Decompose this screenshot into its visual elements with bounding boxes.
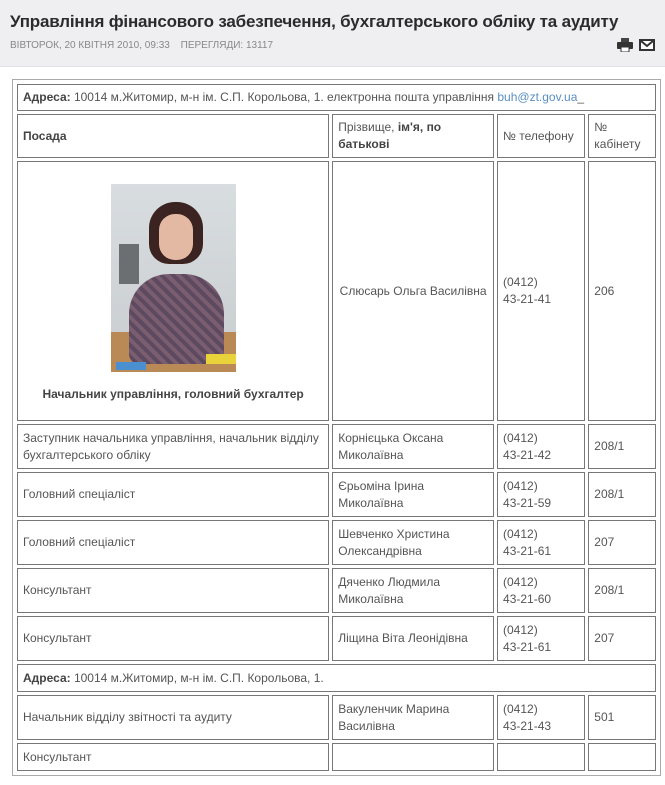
header-phone: № телефону: [497, 114, 586, 158]
phone-cell: (0412) 43-21-43: [497, 695, 586, 740]
header-position: Посада: [17, 114, 330, 158]
phone-cell: (0412) 43-21-59: [497, 472, 586, 517]
table-row: Головний спеціаліст Єрьоміна Ірина Микола…: [17, 472, 656, 517]
boss-phone: (0412) 43-21-41: [497, 161, 586, 421]
position-cell: Головний спеціаліст: [17, 520, 330, 565]
phone-cell: (0412) 43-21-60: [497, 568, 586, 613]
room-cell: 208/1: [588, 472, 656, 517]
table-row: Консультант: [17, 743, 656, 771]
position-cell: Консультант: [17, 568, 330, 613]
name-cell: Вакуленчик Марина Василівна: [332, 695, 495, 740]
article-meta: Вівторок, 20 квітня 2010, 09:33 Перегляд…: [10, 40, 281, 51]
table-row: Консультант Ліщина Віта Леонідівна (0412) 4…: [17, 616, 656, 661]
phone-cell: [497, 743, 586, 771]
address-row-2: Адреса: 10014 м.Житомир, м-н ім. С.П. Ко…: [17, 664, 656, 692]
email-icon[interactable]: [639, 38, 655, 52]
portrait-photo: [110, 183, 236, 372]
name-cell: Шевченко Христина Олександрівна: [332, 520, 495, 565]
boss-name: Слюсарь Ольга Василівна: [332, 161, 495, 421]
room-cell: 207: [588, 520, 656, 565]
phone-cell: (0412) 43-21-42: [497, 424, 586, 469]
table-row: Начальник відділу звітності та аудиту Вак…: [17, 695, 656, 740]
address-row: Адреса: 10014 м.Житомир, м-н ім. С.П. Ко…: [17, 84, 656, 111]
publish-date: Вівторок, 20 квітня 2010, 09:33: [10, 40, 170, 51]
print-icon[interactable]: [617, 38, 633, 52]
position-cell: Консультант: [17, 743, 330, 771]
name-cell: Корнієцька Оксана Миколаївна: [332, 424, 495, 469]
boss-position: Начальник управління, головний бухгалтер: [42, 386, 304, 401]
article-header: Управління фінансового забезпечення, бух…: [0, 0, 665, 67]
room-cell: [588, 743, 656, 771]
header-room: № кабінету: [588, 114, 656, 158]
room-cell: 207: [588, 616, 656, 661]
room-cell: 208/1: [588, 424, 656, 469]
email-link[interactable]: buh@zt.gov.ua: [497, 90, 578, 104]
page-title: Управління фінансового забезпечення, бух…: [10, 12, 619, 31]
position-cell: Начальник відділу звітності та аудиту: [17, 695, 330, 740]
table-row: Консультант Дяченко Людмила Миколаївна (04…: [17, 568, 656, 613]
name-cell: Ліщина Віта Леонідівна: [332, 616, 495, 661]
position-cell: Заступник начальника управління, начальн…: [17, 424, 330, 469]
boss-room: 206: [588, 161, 656, 421]
table-header: Посада Прізвище, ім'я, по батькові № тел…: [17, 114, 656, 158]
table-row: Заступник начальника управління, начальн…: [17, 424, 656, 469]
phone-cell: (0412) 43-21-61: [497, 616, 586, 661]
table-row: Начальник управління, головний бухгалтер…: [17, 161, 656, 421]
staff-table-wrapper: Адреса: 10014 м.Житомир, м-н ім. С.П. Ко…: [12, 79, 661, 776]
name-cell: Єрьоміна Ірина Миколаївна: [332, 472, 495, 517]
room-cell: 208/1: [588, 568, 656, 613]
table-row: Головний спеціаліст Шевченко Христина Оле…: [17, 520, 656, 565]
room-cell: 501: [588, 695, 656, 740]
staff-table: Адреса: 10014 м.Житомир, м-н ім. С.П. Ко…: [14, 81, 659, 774]
header-name: Прізвище, ім'я, по батькові: [332, 114, 495, 158]
name-cell: [332, 743, 495, 771]
view-count: Перегляди: 13117: [180, 40, 274, 51]
name-cell: Дяченко Людмила Миколаївна: [332, 568, 495, 613]
position-cell: Головний спеціаліст: [17, 472, 330, 517]
phone-cell: (0412) 43-21-61: [497, 520, 586, 565]
position-cell: Консультант: [17, 616, 330, 661]
